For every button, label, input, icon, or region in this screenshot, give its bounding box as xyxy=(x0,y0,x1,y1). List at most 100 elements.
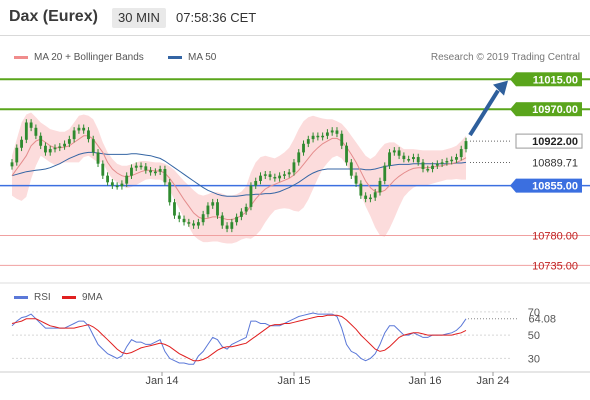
rsi-ma9-line xyxy=(11,314,467,362)
x-tick-label: Jan 15 xyxy=(277,375,310,387)
candle-body xyxy=(134,165,138,168)
x-tick-label: Jan 14 xyxy=(145,375,178,387)
level-label-bg xyxy=(516,178,582,193)
candle-body xyxy=(373,192,377,198)
candle-body xyxy=(48,149,52,153)
candle-body xyxy=(182,218,186,223)
candle-body xyxy=(24,122,28,140)
candle-body xyxy=(139,165,143,168)
legend-item-rsi: RSI xyxy=(14,292,51,303)
candle-body xyxy=(15,147,19,163)
candle-body xyxy=(235,216,239,223)
candle-body xyxy=(225,225,229,229)
candle-body xyxy=(63,143,66,147)
candle-body xyxy=(345,145,348,163)
candle-body xyxy=(316,135,320,138)
level-label-resistance: 10970.00 xyxy=(532,104,578,116)
forecast-arrow-head xyxy=(493,80,508,96)
candle-body xyxy=(402,155,406,160)
candle-body xyxy=(196,222,200,226)
candle-body xyxy=(445,161,449,163)
candle-body xyxy=(53,147,57,150)
candle-body xyxy=(10,162,14,167)
candle-body xyxy=(349,162,353,176)
candle-body xyxy=(72,130,76,140)
instrument-title: Dax (Eurex) xyxy=(9,8,98,25)
candle-body xyxy=(67,139,71,144)
level-label-support: 10780.00 xyxy=(532,230,578,242)
candle-body xyxy=(168,182,172,203)
x-tick-label: Jan 24 xyxy=(476,375,509,387)
candle-body xyxy=(187,222,191,224)
candle-body xyxy=(263,174,267,176)
candle-body xyxy=(87,130,90,140)
candle-body xyxy=(115,185,119,188)
rsi-tick-label: 50 xyxy=(528,330,540,342)
candle-body xyxy=(435,163,439,166)
timeframe-badge[interactable]: 30 MIN xyxy=(112,8,166,28)
level-label-resistance: 11015.00 xyxy=(533,74,578,86)
rsi-last-value: 64.08 xyxy=(528,314,556,326)
level-label-pointer xyxy=(510,102,516,117)
forecast-arrow-line xyxy=(468,89,500,137)
candle-body xyxy=(416,157,420,163)
level-label-bg xyxy=(515,133,583,149)
candle-body xyxy=(125,175,129,184)
candle-body xyxy=(397,150,401,156)
candle-body xyxy=(216,202,219,216)
candle-body xyxy=(273,176,277,179)
candle-body xyxy=(421,162,425,170)
candle-body xyxy=(220,215,224,226)
candle-body xyxy=(192,223,196,226)
candle-body xyxy=(306,139,310,144)
candle-body xyxy=(459,149,463,158)
candle-body xyxy=(239,211,243,217)
candle-body xyxy=(464,141,468,150)
candle-body xyxy=(244,206,248,212)
legend-label: 9MA xyxy=(82,292,103,303)
level-label-support: 10735.00 xyxy=(532,260,578,272)
candle-body xyxy=(311,135,315,140)
rsi-swatch xyxy=(14,295,28,299)
legend-label: RSI xyxy=(34,292,51,303)
candle-body xyxy=(44,145,47,153)
candle-body xyxy=(426,169,430,171)
candle-body xyxy=(364,195,368,199)
level-label-pivot: 10855.00 xyxy=(532,181,578,193)
candle-body xyxy=(177,215,181,219)
candle-body xyxy=(149,170,153,173)
candle-body xyxy=(278,175,282,179)
candle-body xyxy=(392,150,396,153)
candle-body xyxy=(450,159,454,162)
candle-body xyxy=(120,183,124,187)
candle-body xyxy=(297,152,301,163)
candle-body xyxy=(39,135,43,146)
timestamp: 07:58:36 CET xyxy=(176,10,257,25)
candle-body xyxy=(110,182,114,186)
candle-body xyxy=(292,162,296,173)
copyright-text: Research © 2019 Trading Central xyxy=(430,52,580,63)
bollinger-band-area xyxy=(12,112,466,244)
candle-body xyxy=(455,157,458,160)
level-label-last-price: 10922.00 xyxy=(532,136,578,148)
candle-body xyxy=(259,175,262,181)
candle-body xyxy=(383,165,387,181)
candle-body xyxy=(158,169,162,172)
ma20-swatch xyxy=(14,55,28,59)
candle-body xyxy=(354,175,358,184)
candle-body xyxy=(369,197,372,200)
candle-body xyxy=(201,214,205,223)
candle-body xyxy=(29,122,33,128)
candle-body xyxy=(96,152,100,164)
candle-body xyxy=(82,127,86,131)
candle-body xyxy=(101,163,105,176)
legend-label: MA 20 + Bollinger Bands xyxy=(34,52,144,63)
level-label-bg xyxy=(516,72,582,87)
candle-body xyxy=(321,135,325,138)
candle-body xyxy=(173,202,176,216)
candle-body xyxy=(302,143,305,153)
candle-body xyxy=(287,172,291,175)
candle-body xyxy=(407,159,411,161)
chart-header: Dax (Eurex) 30 MIN 07:58:36 CET xyxy=(0,0,590,36)
candle-body xyxy=(412,157,415,160)
